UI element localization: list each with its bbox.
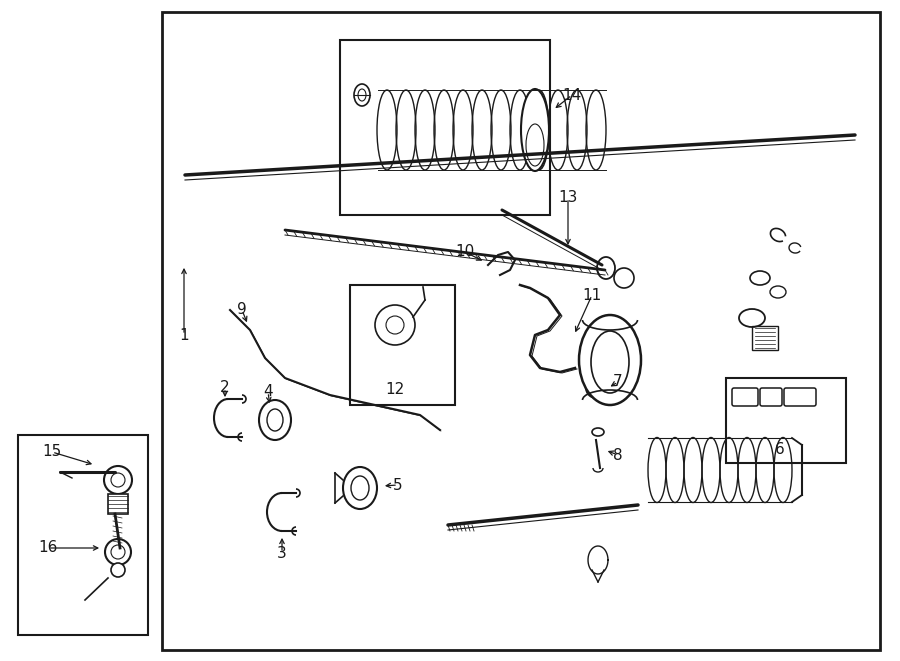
Circle shape [111,563,125,577]
Text: 5: 5 [393,477,403,492]
Circle shape [586,378,606,398]
Ellipse shape [343,467,377,509]
Text: 16: 16 [39,541,58,555]
Text: 12: 12 [385,383,405,397]
Text: 8: 8 [613,447,623,463]
Text: 7: 7 [613,375,623,389]
Bar [162,12,880,650]
Ellipse shape [259,400,291,440]
Ellipse shape [521,89,549,171]
Text: 9: 9 [237,303,247,317]
Ellipse shape [592,428,604,436]
Text: 14: 14 [562,87,581,102]
Text: 2: 2 [220,381,230,395]
Text: 13: 13 [558,190,578,206]
Circle shape [105,539,131,565]
Bar [350,285,455,405]
Circle shape [614,268,634,288]
Text: 11: 11 [582,288,601,303]
Bar [340,40,550,215]
Text: 4: 4 [263,385,273,399]
Circle shape [104,466,132,494]
Bar [726,378,846,463]
Text: 6: 6 [775,442,785,457]
Text: 1: 1 [179,327,189,342]
Text: 10: 10 [455,245,474,260]
Bar [108,494,128,514]
Bar [18,435,148,635]
Text: 15: 15 [42,444,61,459]
Ellipse shape [597,257,615,279]
Text: 3: 3 [277,545,287,561]
Ellipse shape [579,315,641,405]
Bar [752,326,778,350]
